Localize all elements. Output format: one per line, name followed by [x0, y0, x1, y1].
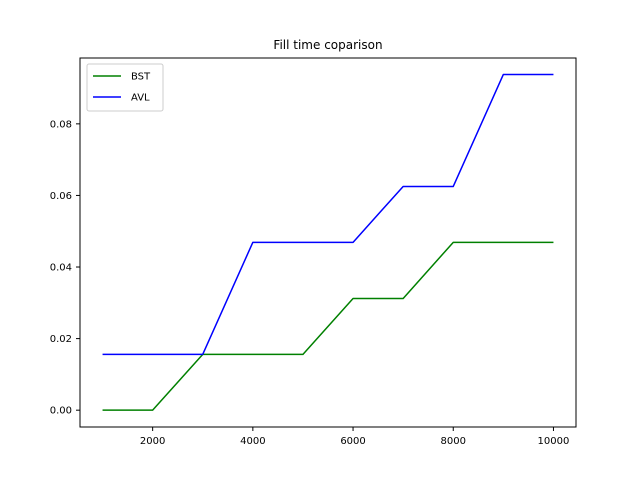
series-layer: [102, 73, 554, 411]
legend-label-bst: BST: [131, 72, 151, 83]
y-tick-label: 0.02: [50, 334, 72, 345]
x-tick-label: 2000: [140, 436, 165, 447]
x-tick-label: 4000: [240, 436, 265, 447]
series-line-avl: [102, 73, 554, 356]
x-tick-label: 6000: [340, 436, 365, 447]
series-bst: [102, 241, 554, 411]
series-line-bst: [102, 241, 554, 411]
y-tick-label: 0.00: [50, 406, 72, 417]
axis-layer: 2000 4000 6000 8000 10000 0.00 0.02 0.04 0.06 0.0…: [50, 119, 570, 447]
plot-frame: [79, 57, 577, 428]
series-avl: [102, 73, 554, 356]
x-tick-label: 10000: [538, 436, 570, 447]
legend-box: [86, 63, 164, 112]
y-tick-label: 0.06: [50, 191, 72, 202]
legend: BST AVL: [86, 63, 164, 112]
y-tick-label: 0.08: [50, 119, 72, 130]
x-tick-label: 8000: [441, 436, 466, 447]
y-tick-label: 0.04: [50, 263, 72, 274]
legend-label-avl: AVL: [131, 93, 150, 104]
chart-title: Fill time coparison: [273, 38, 382, 52]
